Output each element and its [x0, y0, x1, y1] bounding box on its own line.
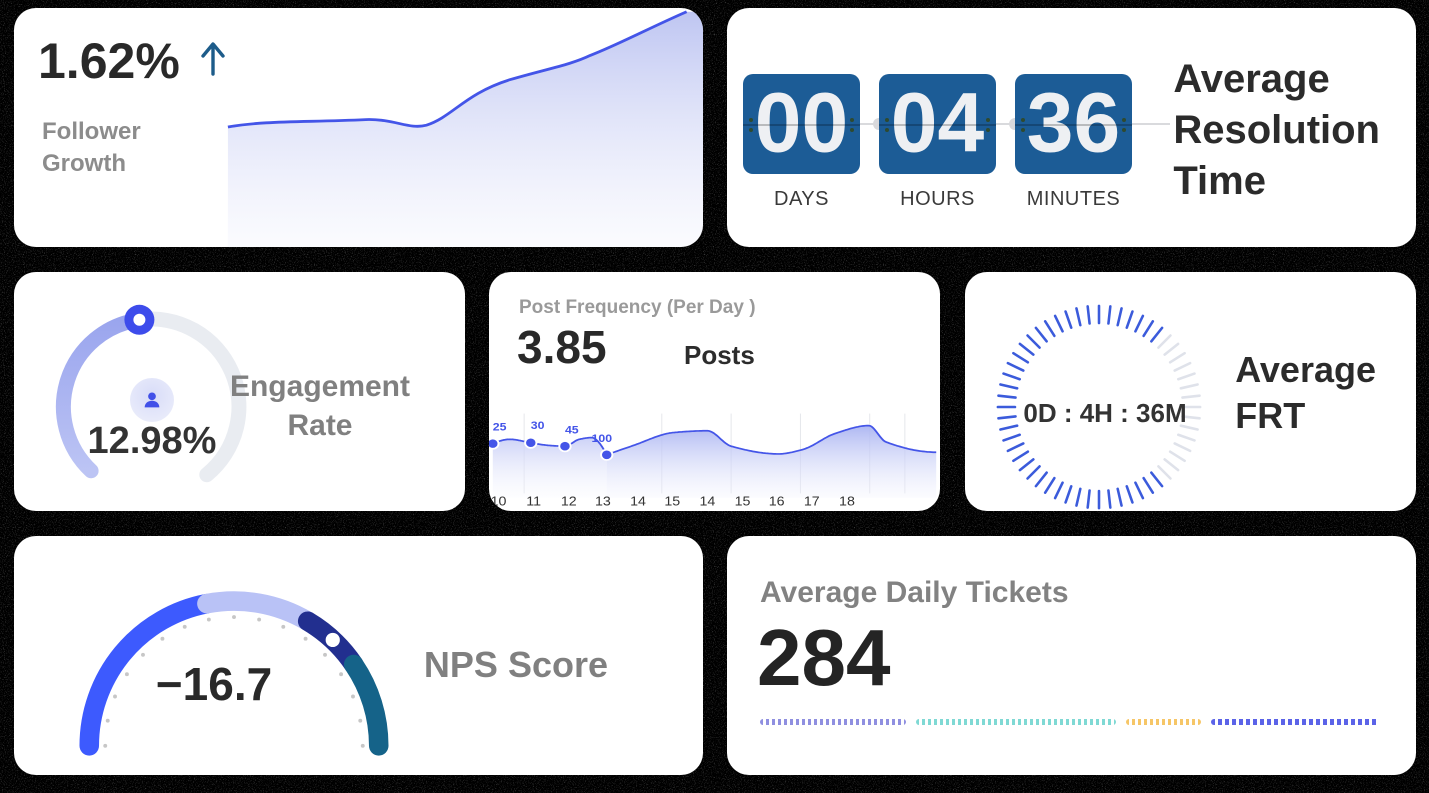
- svg-text:14: 14: [699, 494, 715, 508]
- svg-text:13: 13: [595, 494, 611, 508]
- svg-text:14: 14: [630, 494, 646, 508]
- svg-text:11: 11: [526, 494, 541, 508]
- svg-text:16: 16: [769, 494, 785, 508]
- svg-text:18: 18: [839, 494, 855, 508]
- svg-text:100: 100: [592, 432, 613, 444]
- svg-text:15: 15: [664, 494, 680, 508]
- svg-text:10: 10: [491, 494, 507, 508]
- svg-text:17: 17: [804, 494, 820, 508]
- svg-text:45: 45: [565, 424, 579, 436]
- svg-text:15: 15: [735, 494, 751, 508]
- svg-text:12: 12: [561, 494, 577, 508]
- svg-text:30: 30: [531, 420, 545, 432]
- svg-text:25: 25: [493, 421, 507, 433]
